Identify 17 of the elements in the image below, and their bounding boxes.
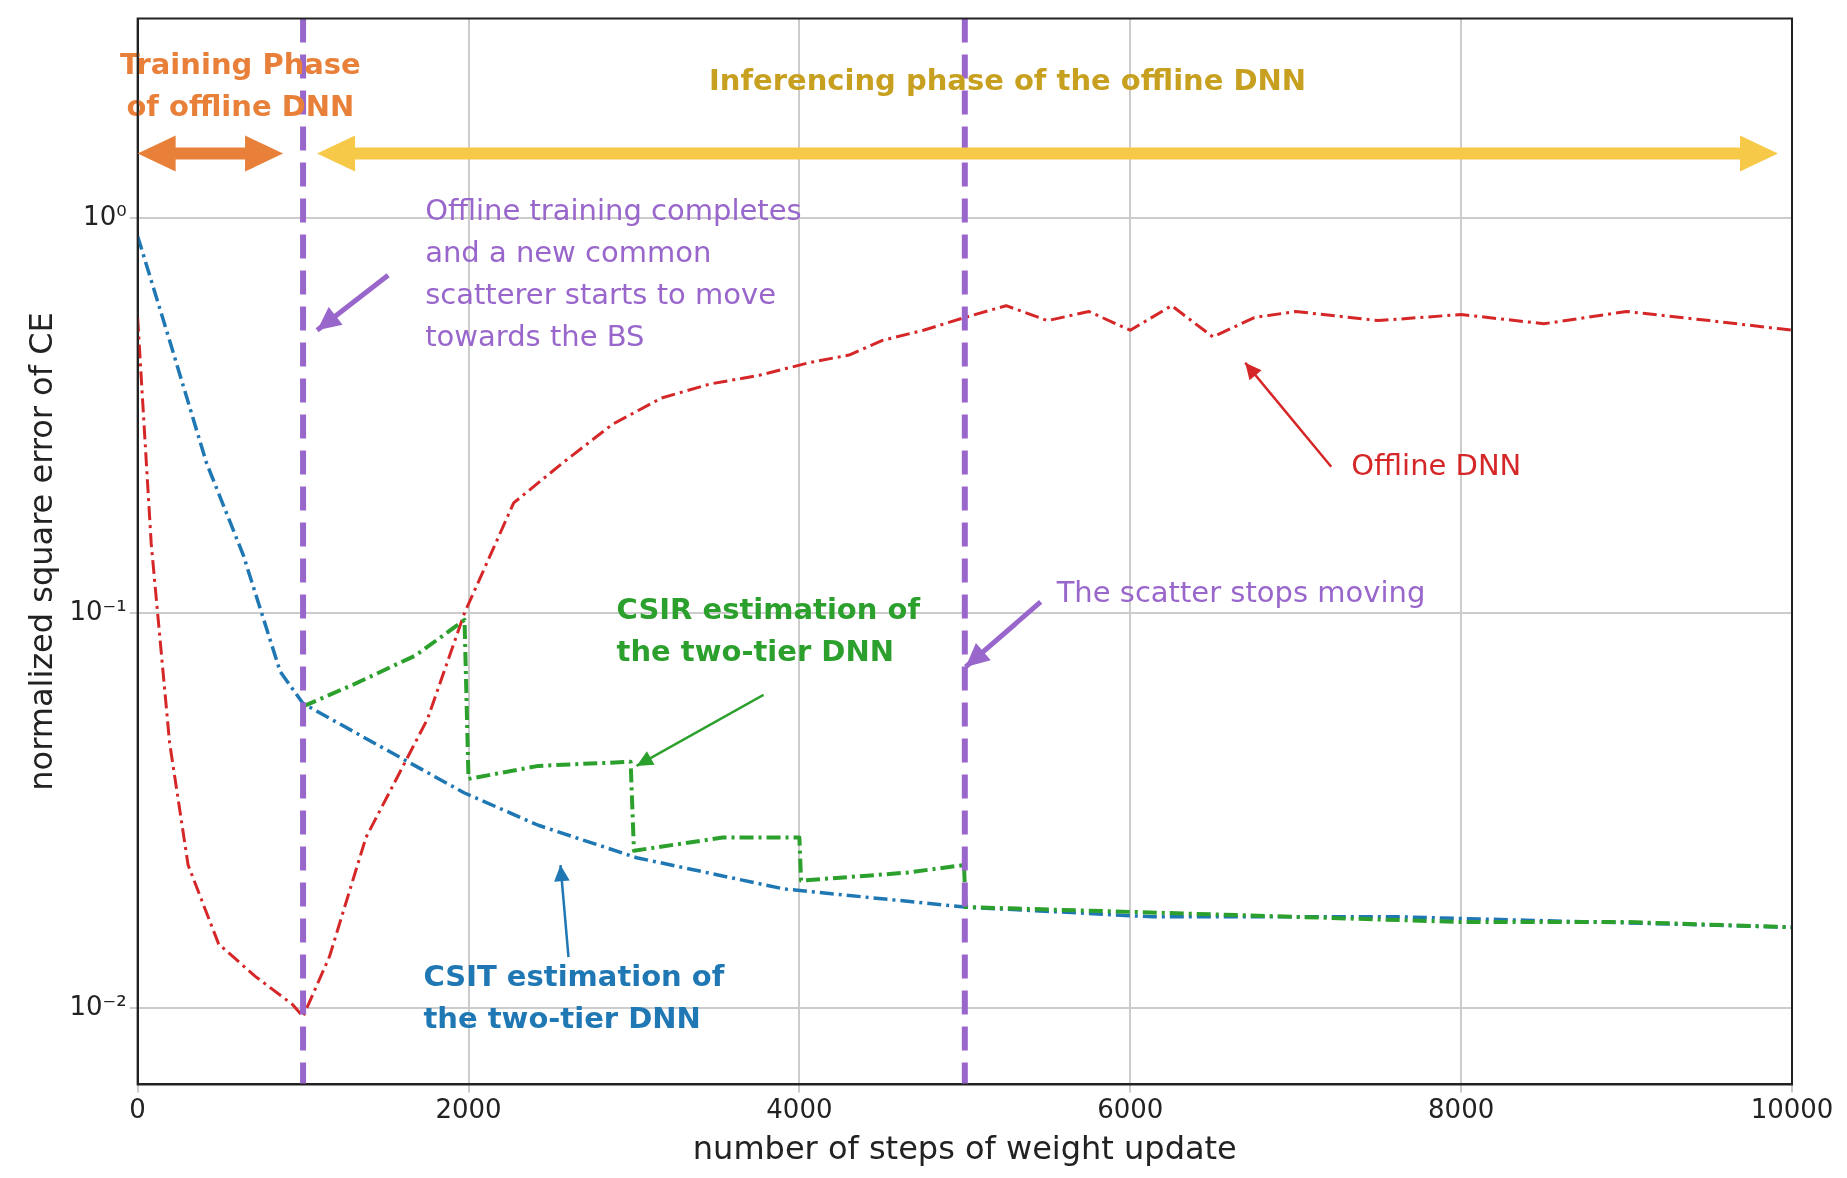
y-axis-title: normalized square error of CE: [21, 312, 60, 791]
annotation: CSIT estimation of the two-tier DNN: [423, 958, 725, 1035]
y-tick-label: 10⁻²: [69, 990, 127, 1021]
annotation: Inferencing phase of the offline DNN: [708, 63, 1307, 98]
annotation: Offline training completes and a new common scatterer starts to move towards the BS: [425, 192, 802, 353]
x-tick-label: 0: [129, 1093, 146, 1124]
x-tick-label: 8000: [1428, 1093, 1495, 1124]
y-tick-label: 10⁻¹: [69, 595, 127, 626]
annotation: Offline DNN: [1351, 448, 1522, 483]
y-tick-label: 10⁰: [83, 200, 127, 231]
x-tick-label: 4000: [766, 1093, 833, 1124]
x-tick-label: 10000: [1750, 1093, 1834, 1124]
annotation: CSIR estimation of the two-tier DNN: [616, 592, 921, 669]
x-tick-label: 2000: [435, 1093, 502, 1124]
x-tick-label: 6000: [1097, 1093, 1164, 1124]
x-axis-title: number of steps of weight update: [692, 1129, 1237, 1168]
annotation: The scatter stops moving: [1055, 575, 1426, 610]
